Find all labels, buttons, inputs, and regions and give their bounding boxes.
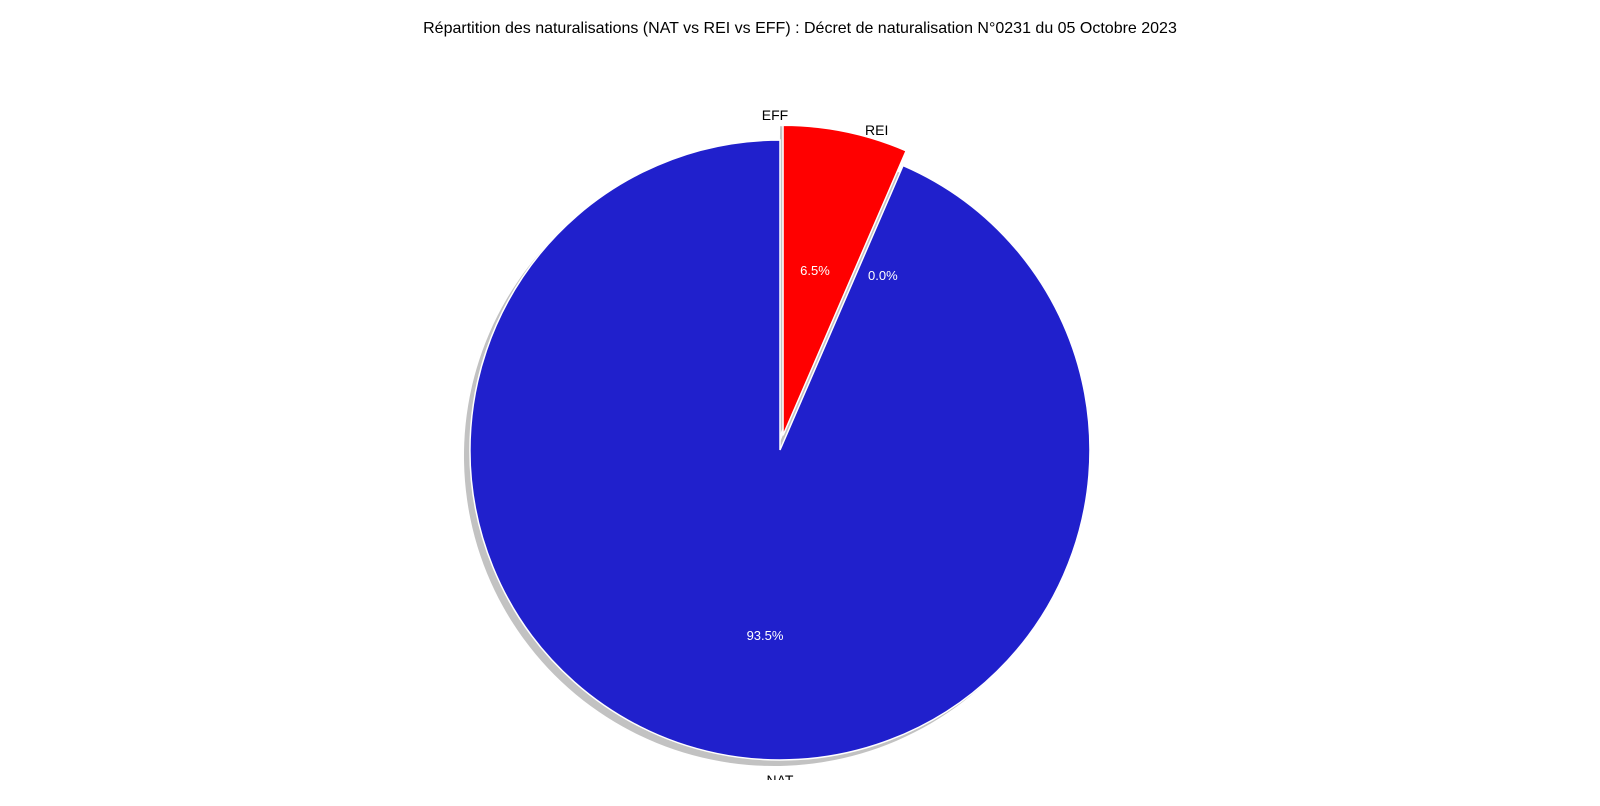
pct-nat: 93.5% — [747, 628, 784, 643]
chart-title: Répartition des naturalisations (NAT vs … — [0, 20, 1600, 38]
pct-zero: 0.0% — [868, 268, 898, 283]
label-eff: EFF — [762, 107, 788, 123]
pie-chart: EFF REI NAT 6.5% 0.0% 93.5% — [430, 80, 1130, 780]
pct-rei: 6.5% — [800, 263, 830, 278]
label-rei: REI — [865, 122, 888, 138]
slice-nat-real — [470, 140, 1090, 760]
label-nat: NAT — [767, 772, 794, 780]
